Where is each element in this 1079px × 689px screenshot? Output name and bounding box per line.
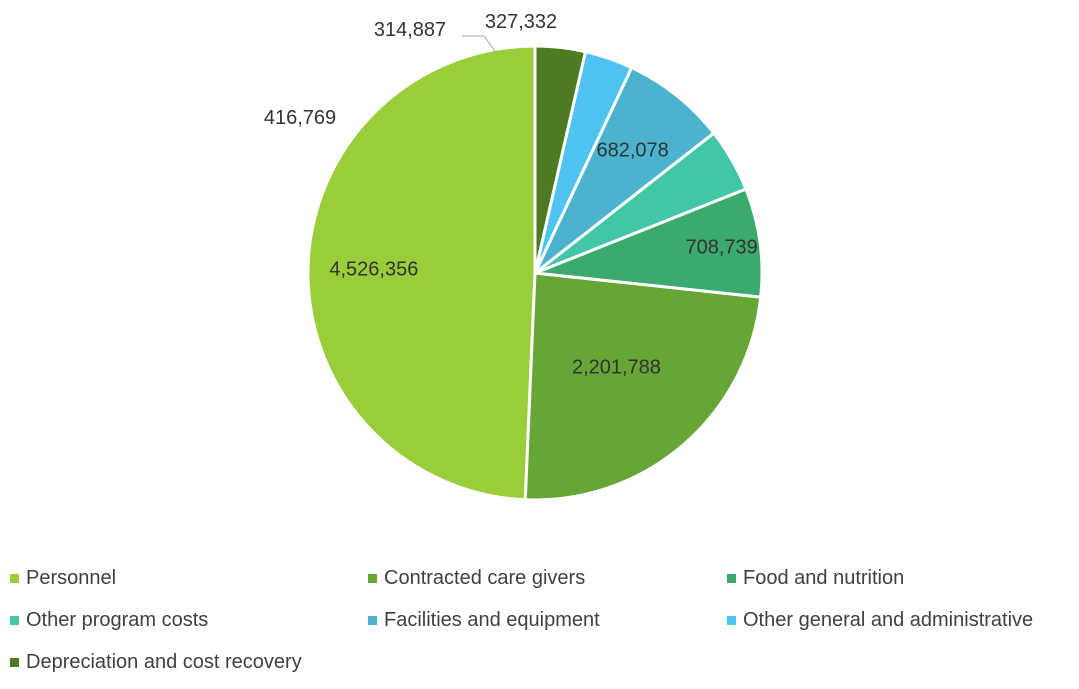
slice-value-label: 416,769 <box>264 107 336 129</box>
pie-slice-depreciation-and-cost-recovery <box>533 44 587 275</box>
legend-swatch <box>368 573 377 583</box>
pie-slice-contracted-care-givers <box>523 271 763 502</box>
leader-lines <box>462 35 498 55</box>
legend-item: Facilities and equipment <box>368 607 600 633</box>
legend-label: Facilities and equipment <box>384 608 600 631</box>
legend-item: Other general and administrative <box>727 607 1033 633</box>
legend-item: Food and nutrition <box>727 565 904 591</box>
legend-swatch <box>10 573 19 583</box>
pie-chart: 4,526,356 2,201,788 708,739 416,769 682,078 3… <box>264 11 764 502</box>
legend-label: Depreciation and cost recovery <box>26 650 302 673</box>
legend: Personnel Contracted care givers Food and … <box>0 567 1079 689</box>
legend-label: Other general and administrative <box>743 608 1034 631</box>
slice-value-label: 327,332 <box>485 11 557 33</box>
legend-swatch <box>727 573 736 583</box>
pie-chart-svg: 4,526,356 2,201,788 708,739 416,769 682,078 3… <box>264 11 764 502</box>
pie-slice-food-and-nutrition <box>533 187 764 299</box>
pie-slices <box>306 44 764 502</box>
legend-label: Food and nutrition <box>743 566 905 589</box>
slice-value-label: 2,201,788 <box>572 357 661 379</box>
legend-swatch <box>10 615 19 625</box>
legend-label: Contracted care givers <box>384 566 586 589</box>
legend-label: Personnel <box>26 566 117 589</box>
slice-value-label: 4,526,356 <box>329 259 418 281</box>
leader-line <box>462 35 498 55</box>
slice-value-label: 682,078 <box>597 140 669 162</box>
slice-value-label: 314,887 <box>374 19 446 41</box>
legend-item: Personnel <box>10 565 116 591</box>
legend-swatch <box>10 657 19 667</box>
pie-slice-facilities-and-equipment <box>533 66 716 275</box>
slice-value-label: 708,739 <box>686 236 758 258</box>
legend-item: Other program costs <box>10 607 208 633</box>
legend-label: Other program costs <box>26 608 209 631</box>
slice-labels: 4,526,356 2,201,788 708,739 416,769 682,078 3… <box>264 11 758 379</box>
legend-item: Depreciation and cost recovery <box>10 649 302 675</box>
legend-swatch <box>727 615 736 625</box>
legend-item: Contracted care givers <box>368 565 585 591</box>
legend-swatch <box>368 615 377 625</box>
pie-slice-personnel <box>306 44 537 502</box>
